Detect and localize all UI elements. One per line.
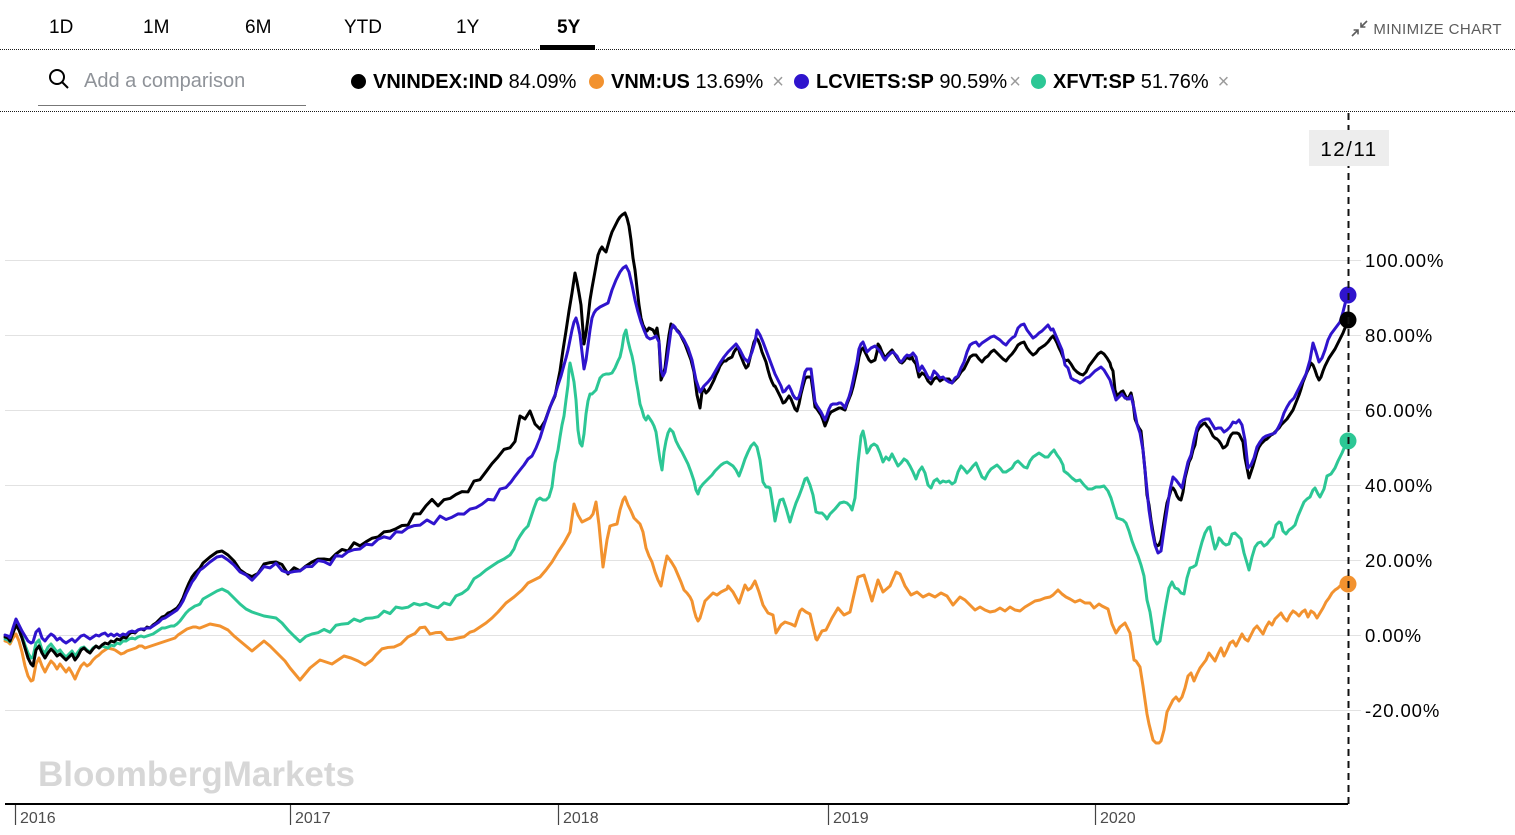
svg-text:20.00%: 20.00% (1365, 550, 1433, 571)
svg-text:60.00%: 60.00% (1365, 400, 1433, 421)
svg-text:-20.00%: -20.00% (1365, 700, 1440, 721)
svg-text:0.00%: 0.00% (1365, 625, 1422, 646)
svg-text:BloombergMarkets: BloombergMarkets (38, 755, 355, 794)
svg-text:12/11: 12/11 (1320, 138, 1377, 161)
svg-text:100.00%: 100.00% (1365, 250, 1444, 271)
svg-text:2018: 2018 (563, 810, 599, 827)
svg-text:80.00%: 80.00% (1365, 325, 1433, 346)
svg-text:2019: 2019 (833, 810, 869, 827)
svg-text:2016: 2016 (20, 810, 56, 827)
svg-text:40.00%: 40.00% (1365, 475, 1433, 496)
svg-text:2020: 2020 (1100, 810, 1136, 827)
svg-text:2017: 2017 (295, 810, 331, 827)
